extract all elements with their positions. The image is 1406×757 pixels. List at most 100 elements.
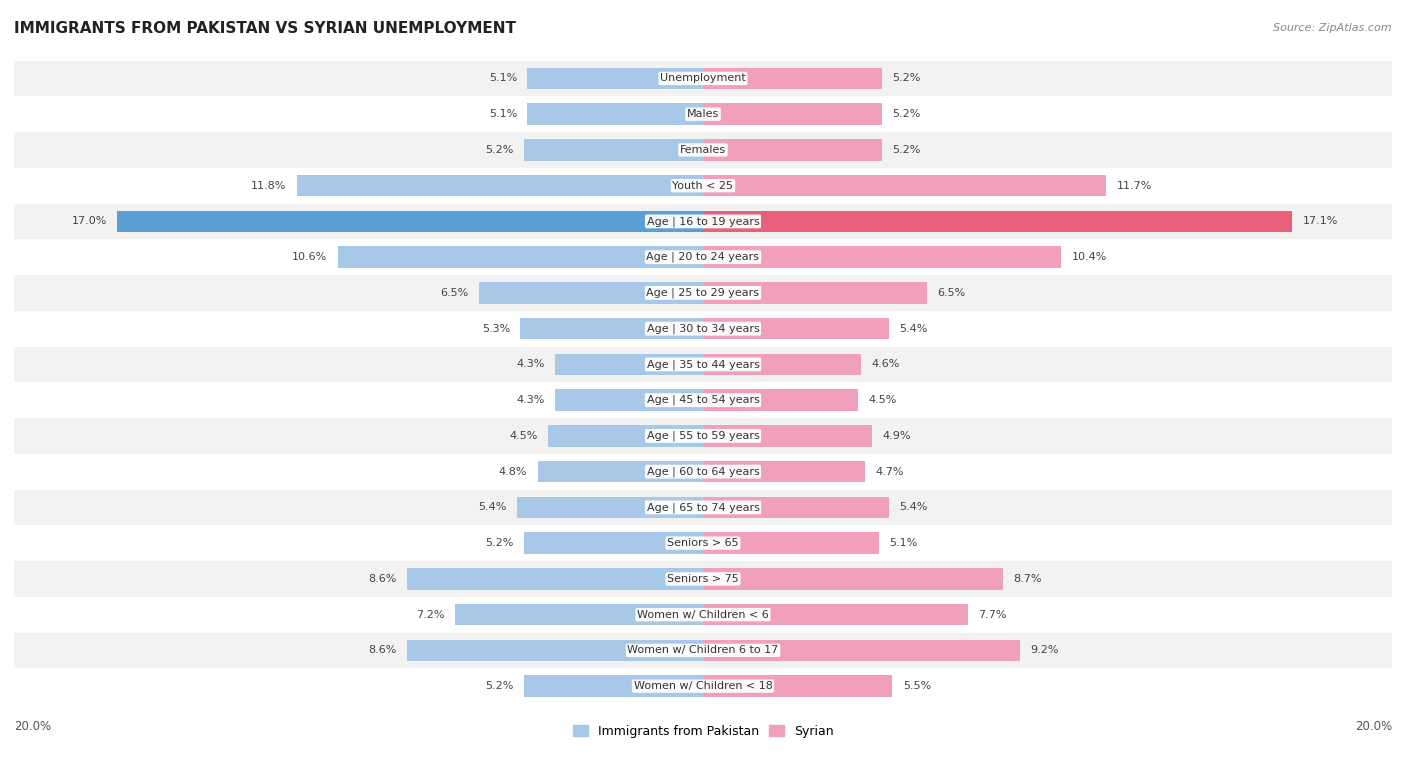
Text: Females: Females [681, 145, 725, 155]
Bar [703, 532, 879, 554]
Text: 4.3%: 4.3% [516, 360, 544, 369]
Text: 7.2%: 7.2% [416, 609, 444, 620]
Bar [14, 561, 1392, 597]
Bar [537, 461, 703, 482]
Bar [520, 318, 703, 339]
Text: Age | 55 to 59 years: Age | 55 to 59 years [647, 431, 759, 441]
Bar [14, 311, 1392, 347]
Text: 4.5%: 4.5% [869, 395, 897, 405]
Text: 4.7%: 4.7% [875, 466, 904, 477]
Bar [406, 640, 703, 661]
Bar [703, 569, 1002, 590]
Bar [703, 640, 1019, 661]
Bar [14, 490, 1392, 525]
Text: 5.4%: 5.4% [900, 324, 928, 334]
Bar [703, 104, 882, 125]
Text: 4.6%: 4.6% [872, 360, 900, 369]
Text: 5.2%: 5.2% [893, 73, 921, 83]
Bar [703, 210, 1292, 232]
Bar [703, 282, 927, 304]
Bar [479, 282, 703, 304]
Bar [14, 525, 1392, 561]
Text: 4.8%: 4.8% [499, 466, 527, 477]
Text: 5.2%: 5.2% [485, 145, 513, 155]
Bar [703, 497, 889, 518]
Text: IMMIGRANTS FROM PAKISTAN VS SYRIAN UNEMPLOYMENT: IMMIGRANTS FROM PAKISTAN VS SYRIAN UNEMP… [14, 20, 516, 36]
Bar [555, 354, 703, 375]
Bar [337, 247, 703, 268]
Bar [524, 532, 703, 554]
Text: Source: ZipAtlas.com: Source: ZipAtlas.com [1274, 23, 1392, 33]
Bar [14, 168, 1392, 204]
Bar [703, 389, 858, 411]
Text: Women w/ Children < 6: Women w/ Children < 6 [637, 609, 769, 620]
Text: 5.1%: 5.1% [489, 109, 517, 119]
Bar [14, 668, 1392, 704]
Text: 8.6%: 8.6% [368, 574, 396, 584]
Text: 20.0%: 20.0% [1355, 720, 1392, 733]
Bar [14, 132, 1392, 168]
Bar [555, 389, 703, 411]
Text: 8.7%: 8.7% [1012, 574, 1042, 584]
Bar [527, 104, 703, 125]
Text: 5.3%: 5.3% [482, 324, 510, 334]
Text: 4.5%: 4.5% [509, 431, 537, 441]
Text: Women w/ Children < 18: Women w/ Children < 18 [634, 681, 772, 691]
Bar [703, 354, 862, 375]
Bar [703, 604, 969, 625]
Text: 4.9%: 4.9% [882, 431, 911, 441]
Text: 5.4%: 5.4% [900, 503, 928, 512]
Text: 5.2%: 5.2% [485, 681, 513, 691]
Text: 9.2%: 9.2% [1031, 646, 1059, 656]
Bar [297, 175, 703, 196]
Text: 10.6%: 10.6% [292, 252, 328, 262]
Text: 20.0%: 20.0% [14, 720, 51, 733]
Bar [703, 461, 865, 482]
Bar [14, 453, 1392, 490]
Text: Seniors > 65: Seniors > 65 [668, 538, 738, 548]
Bar [14, 597, 1392, 633]
Text: 6.5%: 6.5% [938, 288, 966, 298]
Bar [117, 210, 703, 232]
Bar [14, 204, 1392, 239]
Text: 17.1%: 17.1% [1302, 217, 1337, 226]
Bar [527, 67, 703, 89]
Bar [14, 61, 1392, 96]
Text: 5.5%: 5.5% [903, 681, 931, 691]
Text: 11.8%: 11.8% [250, 181, 287, 191]
Bar [406, 569, 703, 590]
Text: Unemployment: Unemployment [661, 73, 745, 83]
Text: Age | 16 to 19 years: Age | 16 to 19 years [647, 217, 759, 226]
Text: Age | 30 to 34 years: Age | 30 to 34 years [647, 323, 759, 334]
Bar [14, 96, 1392, 132]
Bar [14, 347, 1392, 382]
Text: 8.6%: 8.6% [368, 646, 396, 656]
Text: 5.4%: 5.4% [478, 503, 506, 512]
Bar [703, 139, 882, 160]
Text: Males: Males [688, 109, 718, 119]
Text: 17.0%: 17.0% [72, 217, 107, 226]
Bar [524, 675, 703, 697]
Bar [703, 247, 1062, 268]
Text: 5.2%: 5.2% [893, 145, 921, 155]
Text: 6.5%: 6.5% [440, 288, 468, 298]
Text: Women w/ Children 6 to 17: Women w/ Children 6 to 17 [627, 646, 779, 656]
Bar [14, 275, 1392, 311]
Text: Age | 35 to 44 years: Age | 35 to 44 years [647, 359, 759, 369]
Text: Age | 65 to 74 years: Age | 65 to 74 years [647, 502, 759, 512]
Bar [14, 239, 1392, 275]
Text: Age | 45 to 54 years: Age | 45 to 54 years [647, 395, 759, 406]
Text: 11.7%: 11.7% [1116, 181, 1152, 191]
Text: Seniors > 75: Seniors > 75 [666, 574, 740, 584]
Text: 4.3%: 4.3% [516, 395, 544, 405]
Text: Youth < 25: Youth < 25 [672, 181, 734, 191]
Bar [703, 67, 882, 89]
Bar [548, 425, 703, 447]
Text: Age | 20 to 24 years: Age | 20 to 24 years [647, 252, 759, 263]
Text: 5.2%: 5.2% [893, 109, 921, 119]
Bar [14, 633, 1392, 668]
Text: 7.7%: 7.7% [979, 609, 1007, 620]
Text: Age | 25 to 29 years: Age | 25 to 29 years [647, 288, 759, 298]
Bar [703, 175, 1107, 196]
Bar [14, 418, 1392, 453]
